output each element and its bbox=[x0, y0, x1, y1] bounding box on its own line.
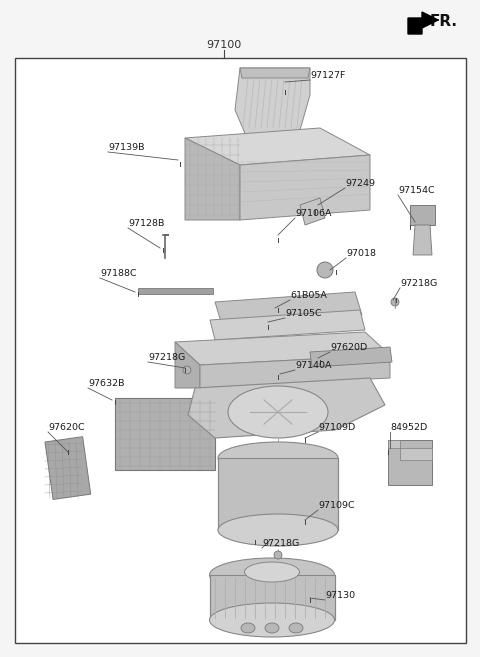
Text: 97139B: 97139B bbox=[108, 143, 144, 152]
Text: 97105C: 97105C bbox=[285, 309, 322, 318]
Bar bbox=[210, 575, 335, 620]
Ellipse shape bbox=[209, 603, 335, 637]
Bar bbox=[115, 398, 215, 470]
Text: 97218G: 97218G bbox=[148, 353, 185, 362]
Bar bbox=[218, 458, 338, 530]
Bar bbox=[138, 288, 213, 294]
Polygon shape bbox=[300, 198, 325, 225]
Polygon shape bbox=[413, 225, 432, 255]
Ellipse shape bbox=[209, 558, 335, 592]
Text: 97188C: 97188C bbox=[100, 269, 137, 278]
Text: 97140A: 97140A bbox=[295, 361, 332, 370]
Ellipse shape bbox=[218, 442, 338, 474]
Polygon shape bbox=[388, 440, 432, 485]
Polygon shape bbox=[388, 440, 432, 460]
Ellipse shape bbox=[317, 262, 333, 278]
Text: 97249: 97249 bbox=[345, 179, 375, 188]
Text: 97109D: 97109D bbox=[318, 423, 355, 432]
Polygon shape bbox=[410, 205, 435, 225]
Ellipse shape bbox=[241, 623, 255, 633]
Ellipse shape bbox=[274, 551, 282, 559]
Ellipse shape bbox=[244, 562, 300, 582]
Text: 97109C: 97109C bbox=[318, 501, 355, 510]
Bar bbox=[45, 437, 91, 499]
Polygon shape bbox=[240, 155, 370, 220]
Text: 97620C: 97620C bbox=[48, 423, 84, 432]
Text: 97218G: 97218G bbox=[262, 539, 299, 548]
Ellipse shape bbox=[183, 366, 191, 374]
Polygon shape bbox=[185, 138, 240, 220]
Ellipse shape bbox=[265, 623, 279, 633]
Text: 84952D: 84952D bbox=[390, 423, 427, 432]
Text: 61B05A: 61B05A bbox=[290, 291, 327, 300]
Ellipse shape bbox=[218, 514, 338, 546]
Text: 97154C: 97154C bbox=[398, 186, 434, 195]
Text: 97130: 97130 bbox=[325, 591, 355, 600]
Text: 97128B: 97128B bbox=[128, 219, 164, 228]
Text: 97127F: 97127F bbox=[310, 71, 346, 80]
Polygon shape bbox=[235, 68, 310, 145]
Polygon shape bbox=[215, 292, 362, 325]
Polygon shape bbox=[240, 68, 310, 78]
Text: 97018: 97018 bbox=[346, 249, 376, 258]
Text: 97100: 97100 bbox=[206, 40, 241, 50]
Text: 97620D: 97620D bbox=[330, 343, 367, 352]
Polygon shape bbox=[188, 378, 385, 438]
Ellipse shape bbox=[391, 298, 399, 306]
Ellipse shape bbox=[289, 623, 303, 633]
Text: 97106A: 97106A bbox=[295, 209, 332, 218]
Polygon shape bbox=[408, 12, 438, 34]
Polygon shape bbox=[310, 347, 392, 367]
Bar bbox=[15, 58, 466, 643]
Polygon shape bbox=[210, 310, 365, 340]
Text: FR.: FR. bbox=[430, 14, 458, 29]
Text: 97218G: 97218G bbox=[400, 279, 437, 288]
Polygon shape bbox=[200, 355, 390, 388]
Polygon shape bbox=[175, 342, 200, 388]
Ellipse shape bbox=[228, 386, 328, 438]
Text: 97632B: 97632B bbox=[88, 379, 124, 388]
Polygon shape bbox=[175, 332, 390, 365]
Polygon shape bbox=[185, 128, 370, 165]
